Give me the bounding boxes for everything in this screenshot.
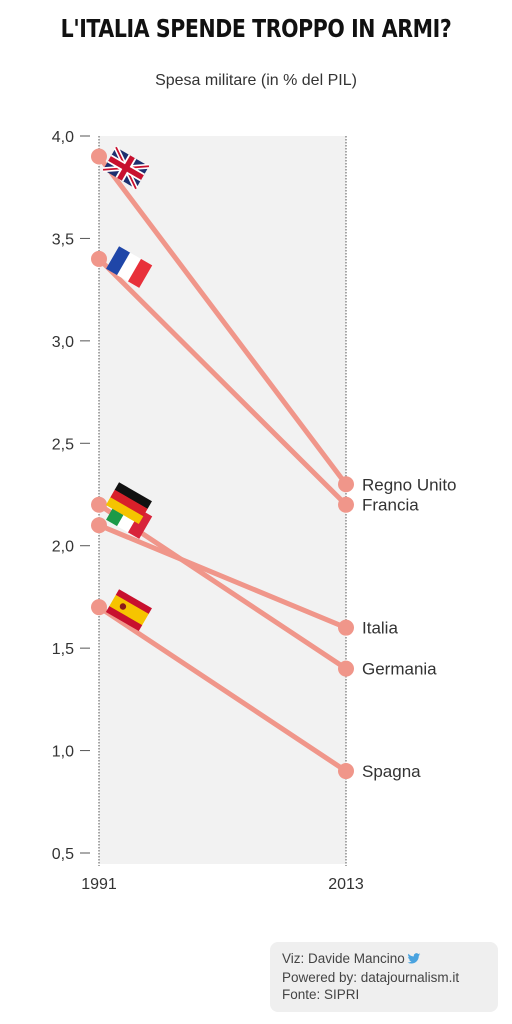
credits-source: Fonte: SIPRI [282, 987, 360, 1002]
chart-title: L'ITALIA SPENDE TROPPO IN ARMI? [60, 14, 452, 43]
y-tick-label: 1,0 [52, 744, 74, 761]
france-flag-icon [106, 246, 153, 288]
data-point-2013 [338, 496, 354, 513]
y-tick-label: 0,5 [52, 846, 74, 863]
series-line [96, 522, 349, 631]
x-tick-label-1991: 1991 [81, 876, 117, 893]
x-tick-label-2013: 2013 [328, 876, 364, 893]
y-tick-label: 3,5 [52, 231, 74, 248]
data-point-1991 [91, 517, 107, 534]
series-label: Spagna [362, 762, 421, 781]
y-tick-label: 2,5 [52, 436, 74, 453]
series-label: Germania [362, 660, 437, 679]
data-point-2013 [338, 660, 354, 677]
chart-subtitle: Spesa militare (in % del PIL) [155, 72, 357, 89]
data-point-1991 [91, 250, 107, 267]
uk-flag-icon [102, 146, 150, 190]
y-tick-label: 2,0 [52, 539, 74, 556]
data-point-2013 [338, 763, 354, 780]
y-tick-label: 4,0 [52, 129, 74, 146]
series-line [96, 604, 349, 774]
data-point-1991 [91, 599, 107, 616]
series-line [96, 256, 349, 508]
credits-box: Viz: Davide Mancino Powered by: datajour… [270, 942, 498, 1012]
data-point-1991 [91, 496, 107, 513]
twitter-bird-icon[interactable] [407, 952, 421, 969]
spain-flag-icon [105, 589, 152, 632]
y-tick-label: 1,5 [52, 641, 74, 658]
credits-powered: Powered by: datajournalism.it [282, 970, 460, 985]
credits-viz: Viz: Davide Mancino [282, 950, 498, 969]
y-tick-label: 3,0 [52, 334, 74, 351]
data-point-2013 [338, 619, 354, 636]
series-label: Italia [362, 619, 398, 638]
data-point-2013 [338, 476, 354, 493]
data-point-1991 [91, 148, 107, 165]
series-label: Regno Unito [362, 475, 457, 494]
series-label: Francia [362, 496, 419, 515]
series-line [96, 153, 349, 487]
germany-flag-icon [105, 482, 152, 525]
